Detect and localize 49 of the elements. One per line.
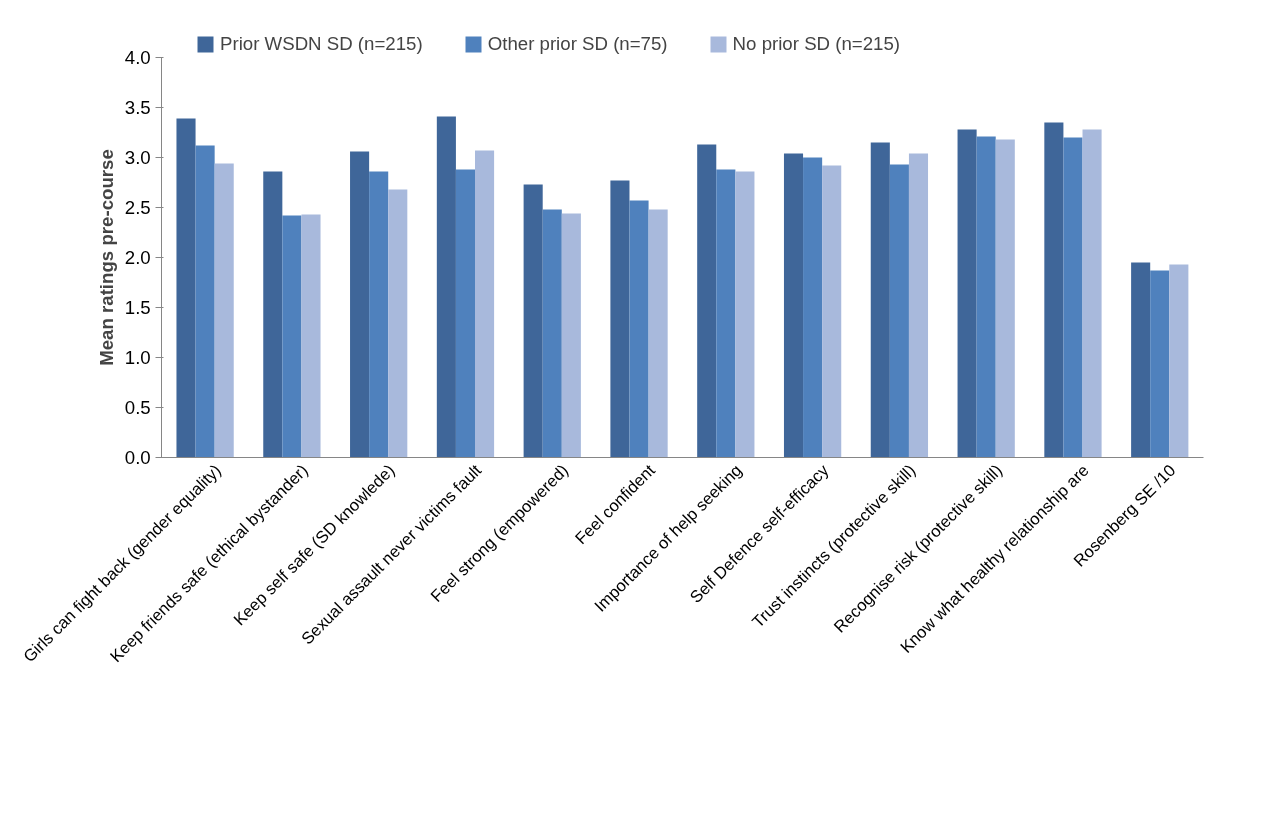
bar	[561, 213, 581, 458]
bar	[629, 200, 649, 458]
bar	[716, 169, 736, 458]
y-tick-label: 3.5	[124, 97, 151, 118]
bar	[523, 184, 543, 458]
bar	[783, 153, 804, 458]
bar	[436, 116, 456, 458]
y-tick-label: 1.5	[124, 297, 151, 318]
bar	[697, 144, 717, 458]
bar	[214, 163, 234, 458]
bar	[369, 171, 389, 458]
bar	[475, 150, 495, 458]
bar	[908, 153, 929, 458]
bar	[648, 209, 668, 458]
bar	[263, 171, 283, 458]
bar	[822, 165, 842, 458]
bar	[735, 171, 755, 458]
bar	[976, 136, 996, 458]
bar	[889, 164, 909, 458]
y-tick-label: 1.0	[124, 347, 151, 368]
bar	[803, 157, 823, 458]
bar	[282, 215, 302, 458]
legend-label: No prior SD (n=215)	[732, 33, 901, 55]
bar	[870, 142, 890, 458]
bar	[542, 209, 562, 458]
bar	[1169, 264, 1189, 458]
y-tick-label: 3.0	[124, 147, 151, 168]
bar	[176, 118, 196, 458]
bar	[301, 214, 321, 458]
bar	[388, 189, 408, 458]
legend-label: Prior WSDN SD (n=215)	[220, 33, 423, 55]
y-tick-label: 4.0	[124, 47, 151, 68]
y-tick-label: 2.0	[124, 247, 151, 268]
y-tick-label: 0.0	[124, 447, 151, 468]
bar	[1131, 262, 1151, 458]
bar	[995, 139, 1015, 458]
y-tick-label: 0.5	[124, 397, 151, 418]
bar	[1044, 122, 1064, 458]
legend-label: Other prior SD (n=75)	[487, 33, 668, 55]
bar	[957, 129, 977, 458]
bar	[195, 145, 215, 458]
bar	[610, 180, 630, 458]
bar	[1063, 137, 1083, 458]
bar	[1150, 270, 1170, 458]
bar	[455, 169, 476, 458]
bar	[350, 151, 370, 458]
y-tick-label: 2.5	[124, 197, 151, 218]
y-axis-title: Mean ratings pre-course	[95, 149, 117, 366]
bar	[1082, 129, 1102, 458]
